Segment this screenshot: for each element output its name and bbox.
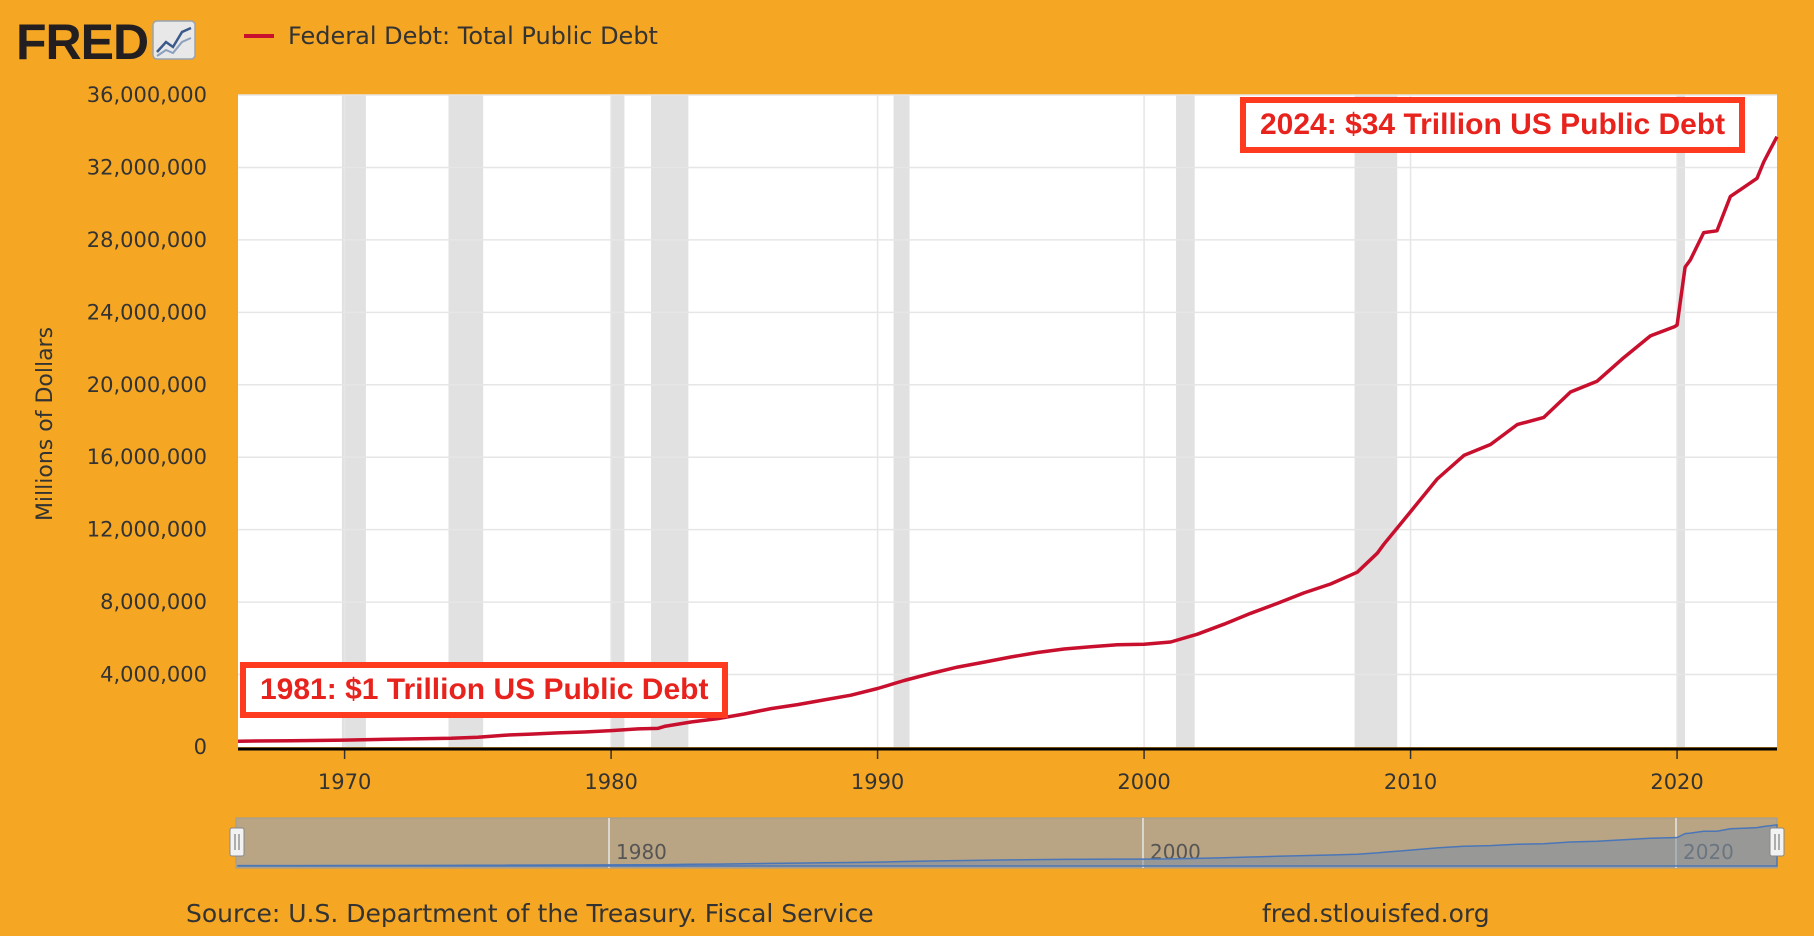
line-chart-icon bbox=[152, 20, 196, 60]
y-tick-label-2: 8,000,000 bbox=[100, 590, 207, 614]
recession-band-0 bbox=[341, 95, 366, 747]
annotation-2024: 2024: $34 Trillion US Public Debt bbox=[1240, 97, 1746, 153]
recession-band-5 bbox=[1176, 95, 1195, 747]
chart-legend[interactable]: Federal Debt: Total Public Debt bbox=[244, 22, 658, 50]
legend-swatch bbox=[244, 34, 274, 38]
recession-band-1 bbox=[448, 95, 484, 747]
plot-background bbox=[238, 95, 1777, 747]
site-link[interactable]: fred.stlouisfed.org bbox=[1262, 899, 1490, 928]
fred-logo[interactable]: FRED bbox=[16, 14, 196, 70]
legend-label: Federal Debt: Total Public Debt bbox=[288, 22, 658, 50]
x-tick-label-2: 1990 bbox=[851, 770, 904, 794]
series-line-total-public-debt[interactable] bbox=[237, 135, 1779, 743]
x-tick-label-3: 2000 bbox=[1117, 770, 1170, 794]
y-tick-label-7: 28,000,000 bbox=[87, 228, 207, 252]
y-axis-title: Millions of Dollars bbox=[33, 327, 58, 521]
recession-band-6 bbox=[1354, 95, 1398, 747]
resize-handle-right[interactable] bbox=[1769, 827, 1785, 857]
annotation-1981: 1981: $1 Trillion US Public Debt bbox=[240, 662, 729, 718]
y-tick-label-0: 0 bbox=[194, 735, 207, 759]
y-tick-label-4: 16,000,000 bbox=[87, 445, 207, 469]
recession-band-7 bbox=[1677, 95, 1686, 747]
recession-band-3 bbox=[651, 95, 689, 747]
x-axis-ticks: 1970 1980 1990 2000 2010 2020 bbox=[318, 749, 1704, 794]
y-tick-label-8: 32,000,000 bbox=[87, 155, 207, 179]
y-tick-label-5: 20,000,000 bbox=[87, 373, 207, 397]
navigator[interactable]: 1980 2000 2020 bbox=[229, 817, 1785, 869]
x-tick-label-1: 1980 bbox=[584, 770, 637, 794]
y-tick-label-1: 4,000,000 bbox=[100, 663, 207, 687]
logo-text: FRED bbox=[16, 14, 149, 70]
recession-band-4 bbox=[893, 95, 910, 747]
y-tick-label-9: 36,000,000 bbox=[87, 83, 207, 107]
x-tick-label-0: 1970 bbox=[318, 770, 371, 794]
y-tick-label-6: 24,000,000 bbox=[87, 300, 207, 324]
source-credit: Source: U.S. Department of the Treasury.… bbox=[186, 899, 874, 928]
x-tick-label-4: 2010 bbox=[1384, 770, 1437, 794]
recession-band-2 bbox=[611, 95, 625, 747]
y-tick-label-3: 12,000,000 bbox=[87, 518, 207, 542]
x-tick-label-5: 2020 bbox=[1650, 770, 1703, 794]
recession-bands bbox=[341, 95, 1686, 747]
navigator-label-1980: 1980 bbox=[616, 840, 667, 864]
navigator-series-area bbox=[237, 823, 1778, 867]
resize-handle-left[interactable] bbox=[229, 827, 245, 857]
y-axis-ticks: 0 4,000,000 8,000,000 12,000,000 16,000,000 2… bbox=[87, 83, 207, 759]
